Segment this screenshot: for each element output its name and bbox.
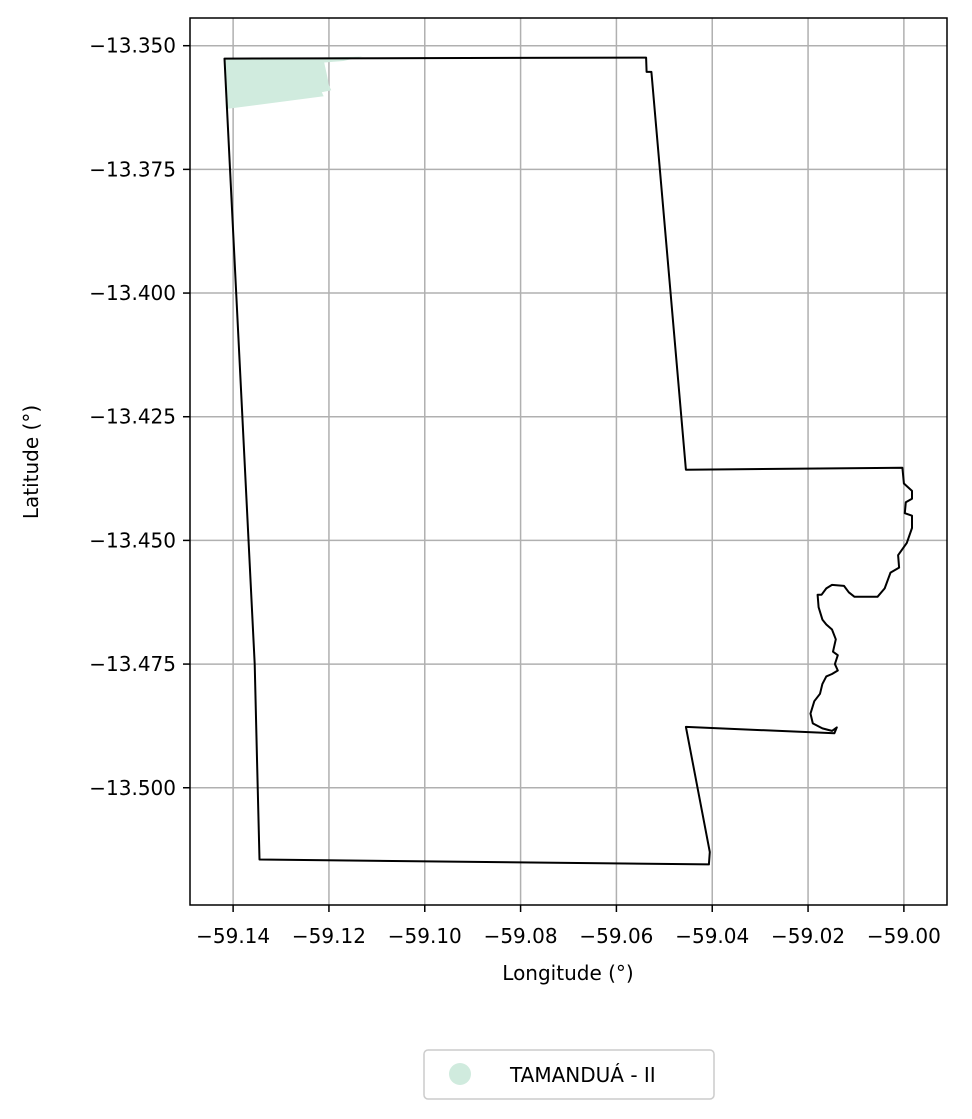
x-tick-label: −59.08: [484, 924, 558, 948]
legend-marker: [449, 1063, 471, 1085]
legend-label: TAMANDUÁ - II: [509, 1063, 656, 1087]
y-tick-label: −13.425: [89, 405, 176, 429]
x-ticks: −59.14 −59.12 −59.10 −59.08 −59.06 −59.04 −59.…: [196, 905, 941, 948]
y-axis-label: Latitude (°): [19, 405, 43, 519]
grid: [190, 18, 947, 905]
y-tick-label: −13.350: [89, 34, 176, 58]
x-tick-label: −59.06: [579, 924, 653, 948]
x-tick-label: −59.10: [388, 924, 462, 948]
legend-box: [423, 1049, 715, 1100]
x-tick-label: −59.00: [867, 924, 941, 948]
region-polygon: [224, 56, 363, 109]
x-tick-label: −59.12: [292, 924, 366, 948]
boundary-layer: [223, 56, 913, 866]
y-tick-label: −13.400: [89, 281, 176, 305]
y-tick-label: −13.500: [89, 776, 176, 800]
regions: [224, 56, 363, 109]
x-tick-label: −59.02: [771, 924, 845, 948]
x-axis-label: Longitude (°): [502, 961, 633, 985]
y-ticks: −13.350 −13.375 −13.400 −13.425 −13.450 −13.4…: [89, 34, 190, 800]
y-tick-label: −13.450: [89, 528, 176, 552]
boundary-polygon: [223, 56, 913, 866]
y-tick-label: −13.375: [89, 157, 176, 181]
x-tick-label: −59.14: [196, 924, 270, 948]
y-tick-label: −13.475: [89, 652, 176, 676]
x-tick-label: −59.04: [675, 924, 749, 948]
legend: TAMANDUÁ - II: [423, 1049, 715, 1100]
plot-frame: [189, 17, 948, 906]
